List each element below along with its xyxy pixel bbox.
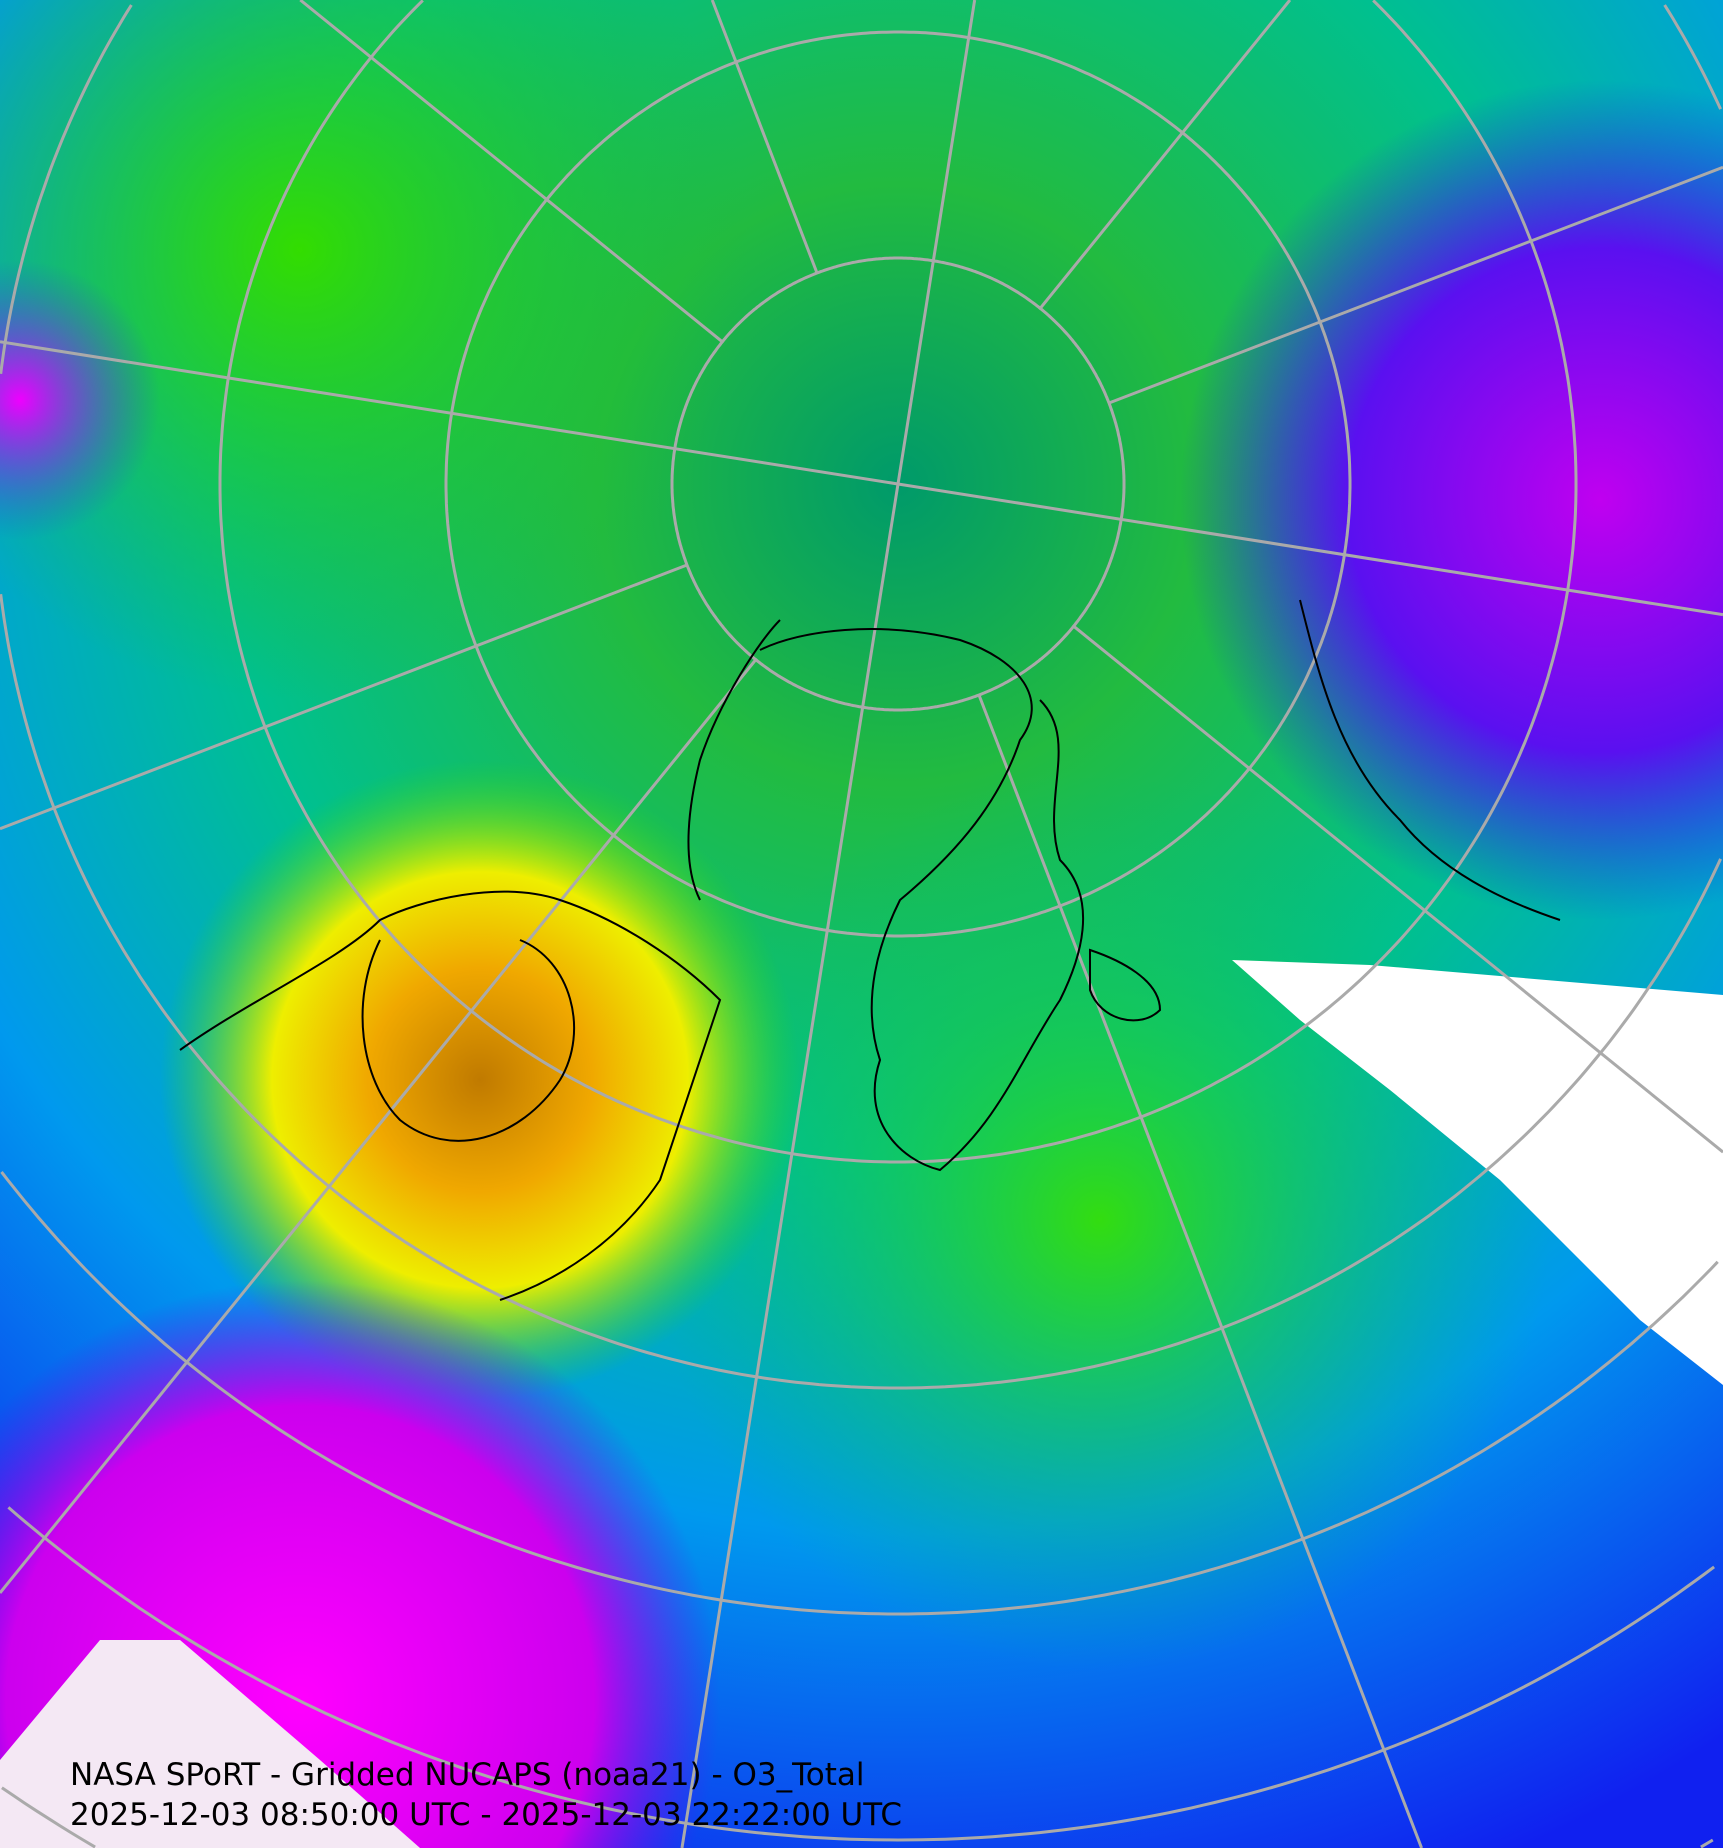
latitude-circle xyxy=(0,594,1722,1390)
coastlines xyxy=(179,599,1561,1301)
latitude-circle xyxy=(1372,0,1578,484)
meridian-line xyxy=(1108,165,1723,405)
meridian-line xyxy=(1039,0,1292,310)
latitude-circle xyxy=(1700,1838,1714,1848)
meridian-line xyxy=(0,563,688,831)
map-title: NASA SPoRT - Gridded NUCAPS (noaa21) - O… xyxy=(70,1757,865,1793)
meridian-line xyxy=(710,0,819,274)
no-data-region-europe xyxy=(1232,960,1723,1385)
meridian-line xyxy=(680,483,900,1848)
latitude-circle xyxy=(218,0,1578,1164)
meridian-line xyxy=(977,694,1423,1848)
meridian-line xyxy=(0,340,899,486)
latitude-circle xyxy=(1,1786,96,1848)
meridian-line xyxy=(299,0,724,343)
meridian-line xyxy=(0,658,757,1594)
no-data-region-pacific xyxy=(0,1640,420,1848)
latitude-circle xyxy=(0,4,133,374)
latitude-circle xyxy=(0,1170,1719,1616)
meridian-line xyxy=(896,0,977,485)
map-time-range: 2025-12-03 08:50:00 UTC - 2025-12-03 22:… xyxy=(70,1797,902,1833)
latitude-circle xyxy=(7,1506,1715,1842)
latitude-circle xyxy=(670,256,1126,712)
meridian-line xyxy=(1072,625,1723,1154)
latitude-circle xyxy=(1663,4,1722,110)
meridian-line xyxy=(897,482,1723,617)
latitude-circle xyxy=(444,30,1352,938)
